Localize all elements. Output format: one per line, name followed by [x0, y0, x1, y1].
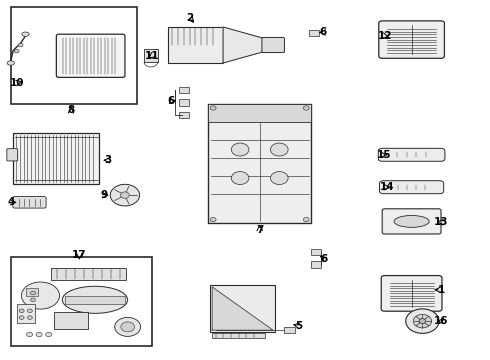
- Text: 14: 14: [380, 182, 394, 192]
- Polygon shape: [212, 287, 273, 330]
- Text: 3: 3: [104, 155, 111, 165]
- Text: 5: 5: [295, 321, 302, 331]
- Bar: [26, 288, 38, 296]
- Bar: [311, 261, 321, 268]
- Circle shape: [18, 43, 23, 47]
- Polygon shape: [223, 27, 269, 63]
- Bar: [284, 327, 295, 333]
- Text: 2: 2: [187, 13, 194, 23]
- Text: 7: 7: [256, 225, 264, 235]
- Text: 10: 10: [10, 78, 24, 88]
- Bar: [309, 30, 318, 36]
- Text: 4: 4: [7, 197, 15, 207]
- Circle shape: [270, 143, 288, 156]
- Text: 12: 12: [377, 31, 392, 41]
- Circle shape: [270, 172, 288, 185]
- Bar: [212, 333, 265, 338]
- Ellipse shape: [62, 286, 128, 313]
- FancyBboxPatch shape: [381, 276, 442, 311]
- Circle shape: [46, 332, 51, 337]
- FancyBboxPatch shape: [56, 34, 125, 77]
- FancyBboxPatch shape: [379, 21, 444, 58]
- Ellipse shape: [22, 32, 29, 36]
- Bar: [208, 104, 311, 122]
- Circle shape: [406, 309, 439, 333]
- Text: 17: 17: [72, 250, 87, 260]
- Circle shape: [121, 192, 129, 198]
- Text: 6: 6: [320, 27, 327, 37]
- Text: 11: 11: [145, 51, 159, 61]
- Text: 1: 1: [438, 285, 444, 295]
- FancyBboxPatch shape: [378, 148, 445, 161]
- Text: 6: 6: [168, 96, 175, 106]
- Circle shape: [419, 319, 426, 324]
- FancyBboxPatch shape: [13, 197, 46, 208]
- Circle shape: [121, 322, 134, 332]
- Circle shape: [27, 316, 32, 319]
- Circle shape: [413, 314, 432, 328]
- Ellipse shape: [22, 282, 60, 309]
- Text: 6: 6: [321, 254, 328, 264]
- Circle shape: [210, 106, 216, 110]
- Bar: [208, 104, 311, 223]
- Circle shape: [19, 309, 24, 312]
- Bar: [144, 49, 158, 62]
- Bar: [17, 304, 35, 323]
- Bar: [168, 27, 223, 63]
- Bar: [179, 99, 189, 106]
- Text: 15: 15: [376, 150, 391, 160]
- Bar: [11, 257, 152, 346]
- FancyBboxPatch shape: [7, 149, 18, 161]
- Text: 13: 13: [434, 217, 448, 227]
- Circle shape: [231, 143, 249, 156]
- Circle shape: [115, 318, 141, 336]
- Bar: [51, 268, 126, 279]
- Circle shape: [26, 332, 32, 337]
- Bar: [65, 296, 125, 304]
- Ellipse shape: [394, 215, 429, 228]
- Bar: [14, 133, 99, 184]
- Bar: [311, 249, 321, 255]
- Circle shape: [36, 332, 42, 337]
- Circle shape: [27, 309, 32, 312]
- FancyBboxPatch shape: [262, 37, 284, 53]
- Circle shape: [14, 49, 19, 53]
- Text: 8: 8: [68, 105, 74, 115]
- Circle shape: [303, 106, 309, 110]
- Circle shape: [210, 217, 216, 222]
- Text: 9: 9: [100, 190, 107, 200]
- Bar: [179, 87, 189, 93]
- Circle shape: [303, 217, 309, 222]
- Circle shape: [231, 172, 249, 185]
- Ellipse shape: [7, 61, 15, 65]
- Circle shape: [19, 316, 24, 319]
- FancyBboxPatch shape: [379, 181, 444, 194]
- Bar: [210, 285, 275, 332]
- Text: 16: 16: [434, 316, 448, 326]
- Bar: [54, 312, 88, 329]
- Bar: [11, 7, 137, 104]
- FancyBboxPatch shape: [382, 209, 441, 234]
- Circle shape: [30, 291, 35, 295]
- Circle shape: [110, 184, 140, 206]
- Bar: [179, 112, 189, 118]
- Circle shape: [30, 298, 35, 302]
